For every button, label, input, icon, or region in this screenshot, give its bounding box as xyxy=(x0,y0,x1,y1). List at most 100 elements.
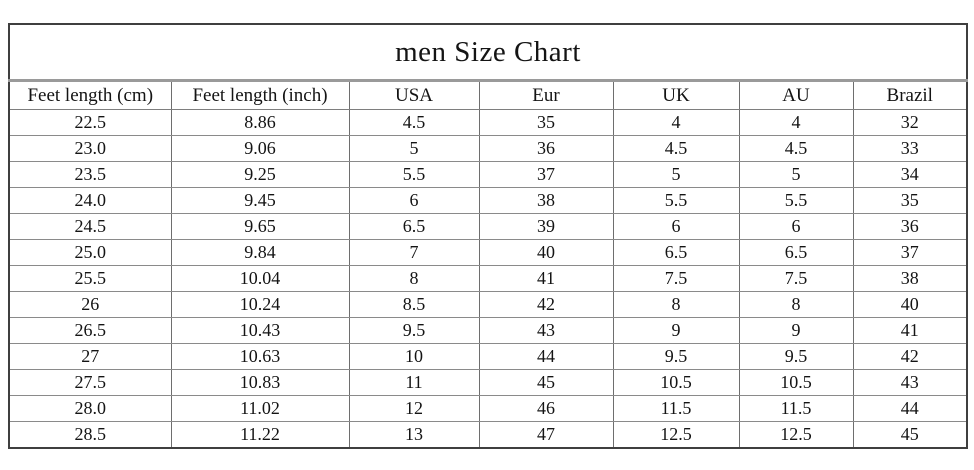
table-cell: 38 xyxy=(478,187,614,214)
table-cell: 22.5 xyxy=(8,109,172,136)
table-cell: 6 xyxy=(738,213,854,240)
table-row: 26 10.24 8.5 42 8 8 40 xyxy=(8,291,968,318)
table-cell: 35 xyxy=(478,109,614,136)
title-row: men Size Chart xyxy=(9,24,967,82)
table-cell: 10.04 xyxy=(170,265,350,292)
table-cell: 10.5 xyxy=(738,369,854,396)
table-cell: 10.63 xyxy=(170,343,350,370)
table-cell: 25.0 xyxy=(8,239,172,266)
table-cell: 11 xyxy=(348,369,480,396)
table-cell: 27.5 xyxy=(8,369,172,396)
table-cell: 6.5 xyxy=(348,213,480,240)
table-cell: 10 xyxy=(348,343,480,370)
table-cell: 41 xyxy=(478,265,614,292)
table-cell: 36 xyxy=(852,213,968,240)
table-row: 23.0 9.06 5 36 4.5 4.5 33 xyxy=(8,135,968,162)
table-cell: 7.5 xyxy=(738,265,854,292)
table-cell: 9.5 xyxy=(348,317,480,344)
table-cell: 12 xyxy=(348,395,480,422)
table-cell: 46 xyxy=(478,395,614,422)
table-cell: 7 xyxy=(348,239,480,266)
table-cell: 37 xyxy=(478,161,614,188)
table-cell: 4.5 xyxy=(738,135,854,162)
table-cell: 33 xyxy=(852,135,968,162)
table-cell: 5.5 xyxy=(612,187,740,214)
table-cell: 13 xyxy=(348,421,480,449)
table-row: 24.0 9.45 6 38 5.5 5.5 35 xyxy=(8,187,968,214)
table-cell: 8 xyxy=(612,291,740,318)
table-cell: 4.5 xyxy=(612,135,740,162)
table-cell: 43 xyxy=(478,317,614,344)
table-cell: 6 xyxy=(612,213,740,240)
table-body: 22.5 8.86 4.5 35 4 4 32 23.0 9.06 5 36 4.5 4.5 33 23.5… xyxy=(8,109,968,449)
table-cell: 5 xyxy=(348,135,480,162)
table-cell: 45 xyxy=(478,369,614,396)
table-cell: 7.5 xyxy=(612,265,740,292)
table-cell: 24.5 xyxy=(8,213,172,240)
table-cell: 45 xyxy=(852,421,968,449)
column-header: Brazil xyxy=(852,80,968,110)
table-cell: 5 xyxy=(738,161,854,188)
table-cell: 11.22 xyxy=(170,421,350,449)
size-chart: men Size Chart Feet length (cm) Feet leng… xyxy=(8,23,968,449)
table-row: 28.0 11.02 12 46 11.5 11.5 44 xyxy=(8,395,968,422)
table-cell: 6.5 xyxy=(738,239,854,266)
table-row: 28.5 11.22 13 47 12.5 12.5 45 xyxy=(8,421,968,449)
table-cell: 47 xyxy=(478,421,614,449)
table-cell: 32 xyxy=(852,109,968,136)
table-cell: 9.5 xyxy=(738,343,854,370)
table-cell: 9.5 xyxy=(612,343,740,370)
table-row: 24.5 9.65 6.5 39 6 6 36 xyxy=(8,213,968,240)
table-cell: 24.0 xyxy=(8,187,172,214)
column-header: USA xyxy=(348,80,480,110)
table-cell: 5.5 xyxy=(738,187,854,214)
table-cell: 6.5 xyxy=(612,239,740,266)
table-cell: 28.0 xyxy=(8,395,172,422)
table-row: 25.5 10.04 8 41 7.5 7.5 38 xyxy=(8,265,968,292)
table-cell: 44 xyxy=(852,395,968,422)
table-cell: 4.5 xyxy=(348,109,480,136)
table-cell: 5 xyxy=(612,161,740,188)
table-cell: 9.65 xyxy=(170,213,350,240)
table-cell: 5.5 xyxy=(348,161,480,188)
table-cell: 44 xyxy=(478,343,614,370)
table-cell: 8 xyxy=(348,265,480,292)
column-header: UK xyxy=(612,80,740,110)
table-cell: 35 xyxy=(852,187,968,214)
table-cell: 28.5 xyxy=(8,421,172,449)
table-row: 27.5 10.83 11 45 10.5 10.5 43 xyxy=(8,369,968,396)
table-cell: 9.45 xyxy=(170,187,350,214)
table-cell: 12.5 xyxy=(612,421,740,449)
table-cell: 10.5 xyxy=(612,369,740,396)
column-header: Feet length (inch) xyxy=(170,80,350,110)
table-cell: 23.5 xyxy=(8,161,172,188)
chart-title: men Size Chart xyxy=(9,24,967,82)
table-cell: 12.5 xyxy=(738,421,854,449)
table-cell: 11.02 xyxy=(170,395,350,422)
table-cell: 38 xyxy=(852,265,968,292)
table-cell: 23.0 xyxy=(8,135,172,162)
table-cell: 26.5 xyxy=(8,317,172,344)
table-cell: 41 xyxy=(852,317,968,344)
table-cell: 8.86 xyxy=(170,109,350,136)
table-cell: 10.24 xyxy=(170,291,350,318)
table-cell: 39 xyxy=(478,213,614,240)
table-cell: 25.5 xyxy=(8,265,172,292)
table-cell: 6 xyxy=(348,187,480,214)
table-cell: 9 xyxy=(738,317,854,344)
table-cell: 4 xyxy=(738,109,854,136)
table-row: 27 10.63 10 44 9.5 9.5 42 xyxy=(8,343,968,370)
column-header: Feet length (cm) xyxy=(8,80,172,110)
table-cell: 9 xyxy=(612,317,740,344)
table-cell: 9.25 xyxy=(170,161,350,188)
table-cell: 4 xyxy=(612,109,740,136)
table-cell: 11.5 xyxy=(612,395,740,422)
table-row: 25.0 9.84 7 40 6.5 6.5 37 xyxy=(8,239,968,266)
table-cell: 8.5 xyxy=(348,291,480,318)
table-row: 22.5 8.86 4.5 35 4 4 32 xyxy=(8,109,968,136)
table-cell: 40 xyxy=(852,291,968,318)
table-cell: 10.83 xyxy=(170,369,350,396)
header-row: Feet length (cm) Feet length (inch) USA Eur… xyxy=(8,80,968,110)
table-cell: 42 xyxy=(478,291,614,318)
